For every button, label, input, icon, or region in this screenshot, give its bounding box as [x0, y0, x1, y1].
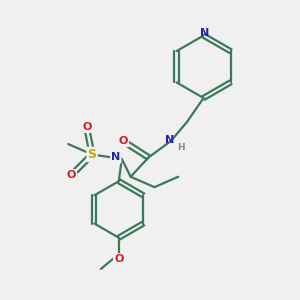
Text: O: O — [83, 122, 92, 132]
Text: S: S — [88, 148, 97, 161]
Text: H: H — [177, 142, 185, 152]
Text: O: O — [114, 254, 124, 264]
Text: N: N — [111, 152, 120, 162]
Text: N: N — [165, 135, 174, 145]
Text: N: N — [200, 28, 210, 38]
Text: O: O — [118, 136, 128, 146]
Text: O: O — [67, 170, 76, 180]
